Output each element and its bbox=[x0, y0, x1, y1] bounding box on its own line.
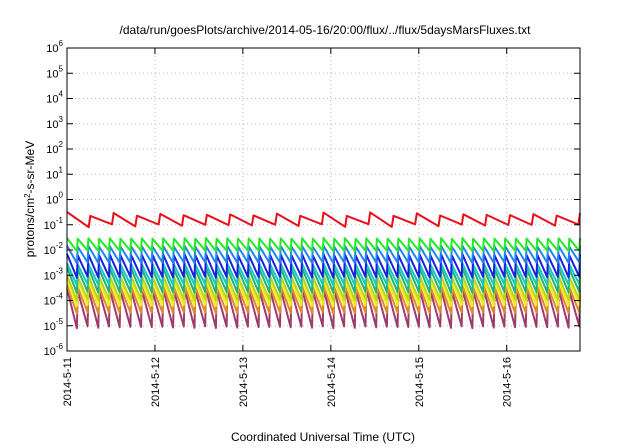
x-tick-label: 2014-5-14 bbox=[326, 357, 338, 407]
x-tick-label: 2014-5-12 bbox=[150, 357, 162, 407]
y-tick-label: 10-1 bbox=[44, 216, 64, 232]
y-axis-label-post: -s-sr-MeV bbox=[23, 141, 37, 194]
y-tick-label: 105 bbox=[46, 64, 63, 80]
y-axis-label-pre: protons/cm bbox=[23, 198, 37, 257]
x-axis-label: Coordinated Universal Time (UTC) bbox=[231, 430, 415, 444]
y-tick-label: 106 bbox=[46, 39, 63, 55]
x-axis-ticks: 2014-5-11 2014-5-12 2014-5-13 2014-5-14 2014… bbox=[62, 48, 514, 407]
y-axis-label-sup: 2 bbox=[23, 193, 32, 198]
y-tick-label: 104 bbox=[46, 90, 63, 106]
y-axis-label: protons/cm2-s-sr-MeV bbox=[23, 141, 38, 257]
y-axis-ticks: 10-6 10-5 10-4 10-3 10-2 10-1 100 101 102 103 104 1… bbox=[44, 39, 580, 358]
series-group bbox=[66, 211, 581, 330]
y-tick-label: 10-3 bbox=[44, 266, 64, 282]
y-tick-label: 10-4 bbox=[44, 292, 64, 308]
series-line bbox=[66, 237, 581, 253]
x-tick-label: 2014-5-16 bbox=[502, 357, 514, 407]
y-tick-label: 103 bbox=[46, 115, 63, 131]
y-tick-label: 10-2 bbox=[44, 241, 64, 257]
chart-title: /data/run/goesPlots/archive/2014-05-16/2… bbox=[120, 23, 532, 37]
y-tick-label: 10-5 bbox=[44, 317, 64, 333]
y-tick-label: 101 bbox=[46, 165, 63, 181]
x-tick-label: 2014-5-15 bbox=[414, 357, 426, 407]
x-tick-label: 2014-5-13 bbox=[238, 357, 250, 407]
y-tick-label: 100 bbox=[46, 191, 63, 207]
y-tick-label: 102 bbox=[46, 140, 63, 156]
x-tick-label: 2014-5-11 bbox=[62, 357, 74, 406]
y-tick-label: 10-6 bbox=[44, 342, 64, 358]
series-line bbox=[66, 211, 581, 229]
